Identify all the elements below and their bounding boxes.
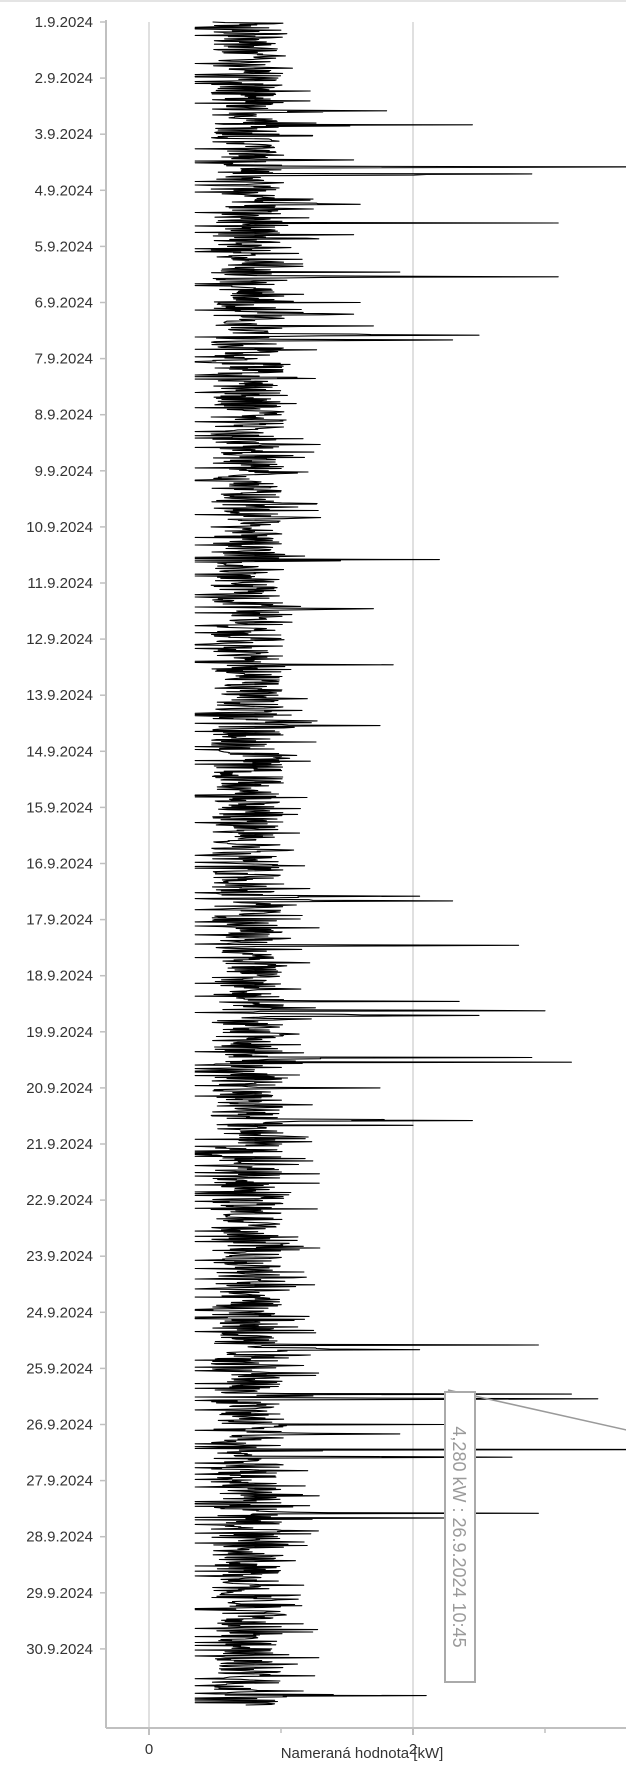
y-tick-label: 6.9.2024	[35, 295, 93, 312]
y-tick-label: 13.9.2024	[26, 687, 93, 704]
y-tick-label: 12.9.2024	[26, 631, 93, 648]
y-tick-label: 27.9.2024	[26, 1473, 93, 1490]
date-axis-labels: 1.9.2024 2.9.2024 3.9.2024 4.9.2024 5.9.2024…	[26, 14, 106, 1658]
y-tick-label: 5.9.2024	[35, 238, 93, 255]
y-tick-label: 23.9.2024	[26, 1248, 93, 1265]
y-tick-label: 3.9.2024	[35, 126, 93, 143]
consumption-series	[194, 21, 626, 1706]
y-tick-label: 24.9.2024	[26, 1304, 93, 1321]
y-tick-label: 25.9.2024	[26, 1360, 93, 1377]
tooltip-box	[444, 1391, 476, 1683]
y-tick-label: 21.9.2024	[26, 1136, 93, 1153]
y-tick-label: 14.9.2024	[26, 743, 93, 760]
y-tick-label: 18.9.2024	[26, 968, 93, 985]
y-tick-label: 8.9.2024	[35, 407, 93, 424]
peak-tooltip[interactable]: 4,280 kW : 26.9.2024 10:45	[444, 1389, 626, 1683]
y-tick-label: 9.9.2024	[35, 463, 93, 480]
y-tick-label: 15.9.2024	[26, 799, 93, 816]
y-tick-label: 28.9.2024	[26, 1529, 93, 1546]
y-tick-label: 30.9.2024	[26, 1641, 93, 1658]
tooltip-connector	[447, 1389, 626, 1431]
y-tick-label: 20.9.2024	[26, 1080, 93, 1097]
y-tick-label: 22.9.2024	[26, 1192, 93, 1209]
x-tick-label-0: 0	[145, 1741, 153, 1758]
y-tick-label: 19.9.2024	[26, 1024, 93, 1041]
y-tick-label: 7.9.2024	[35, 351, 93, 368]
y-tick-label: 29.9.2024	[26, 1585, 93, 1602]
x-axis-title: Nameraná hodnota [kW]	[281, 1745, 444, 1762]
consumption-line	[194, 21, 626, 1706]
y-tick-label: 1.9.2024	[35, 14, 93, 31]
vertical-gridlines	[148, 22, 414, 1728]
y-tick-label: 16.9.2024	[26, 856, 93, 873]
tooltip-text: 4,280 kW : 26.9.2024 10:45	[449, 1426, 469, 1647]
x-tick-label-2: 2	[409, 1741, 417, 1758]
y-tick-label: 17.9.2024	[26, 912, 93, 929]
y-tick-label: 2.9.2024	[35, 70, 93, 87]
y-tick-label: 10.9.2024	[26, 519, 93, 536]
y-tick-label: 26.9.2024	[26, 1417, 93, 1434]
y-tick-label: 4.9.2024	[35, 182, 93, 199]
y-tick-label: 11.9.2024	[27, 575, 93, 592]
